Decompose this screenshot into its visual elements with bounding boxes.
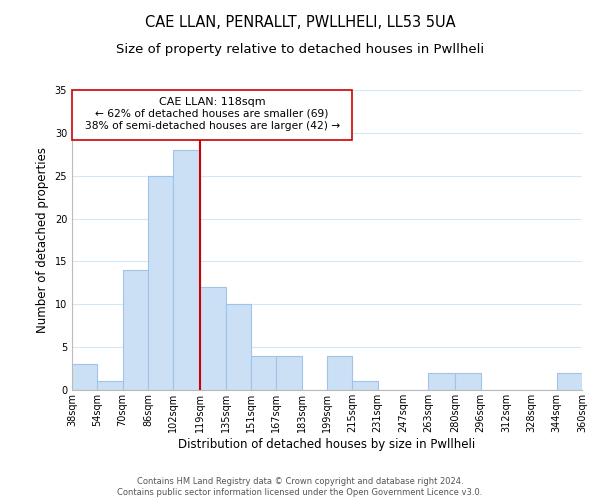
X-axis label: Distribution of detached houses by size in Pwllheli: Distribution of detached houses by size …	[178, 438, 476, 450]
Bar	[226, 304, 251, 390]
Bar	[455, 373, 481, 390]
Bar	[557, 373, 582, 390]
Bar	[277, 356, 302, 390]
Bar	[72, 90, 352, 140]
Y-axis label: Number of detached properties: Number of detached properties	[36, 147, 49, 333]
Bar	[122, 270, 148, 390]
Bar	[352, 382, 377, 390]
Text: ← 62% of detached houses are smaller (69): ← 62% of detached houses are smaller (69…	[95, 109, 329, 119]
Bar	[200, 287, 226, 390]
Bar	[327, 356, 352, 390]
Text: CAE LLAN: 118sqm: CAE LLAN: 118sqm	[159, 97, 265, 107]
Text: Size of property relative to detached houses in Pwllheli: Size of property relative to detached ho…	[116, 42, 484, 56]
Text: 38% of semi-detached houses are larger (42) →: 38% of semi-detached houses are larger (…	[85, 121, 340, 131]
Bar	[251, 356, 277, 390]
Bar	[148, 176, 173, 390]
Text: Contains HM Land Registry data © Crown copyright and database right 2024.: Contains HM Land Registry data © Crown c…	[137, 477, 463, 486]
Text: Contains public sector information licensed under the Open Government Licence v3: Contains public sector information licen…	[118, 488, 482, 497]
Bar	[428, 373, 455, 390]
Bar	[97, 382, 122, 390]
Bar	[72, 364, 97, 390]
Text: CAE LLAN, PENRALLT, PWLLHELI, LL53 5UA: CAE LLAN, PENRALLT, PWLLHELI, LL53 5UA	[145, 15, 455, 30]
Bar	[173, 150, 200, 390]
